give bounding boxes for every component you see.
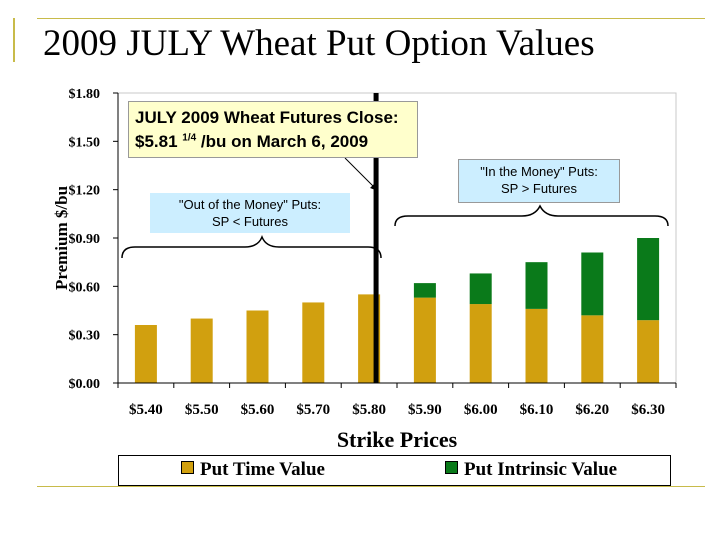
bar-intrinsic-value (637, 238, 660, 321)
x-tick-label: $6.10 (520, 402, 554, 418)
y-tick-label: $0.30 (69, 329, 101, 344)
otm-line2: SP < Futures (212, 214, 288, 229)
futures-close-price: $5.81 (135, 132, 178, 151)
legend-item-intrinsic-value: Put Intrinsic Value (445, 459, 617, 481)
bar-time-value (637, 320, 660, 383)
bar-intrinsic-value (413, 283, 436, 298)
itm-line1: "In the Money" Puts: (480, 164, 598, 179)
y-tick-label: $0.00 (69, 377, 101, 392)
x-tick-label: $5.90 (408, 402, 442, 418)
legend-label-intrinsic-value: Put Intrinsic Value (464, 459, 618, 480)
out-of-money-callout: "Out of the Money" Puts: SP < Futures (150, 193, 350, 233)
accent-vertical-line (13, 18, 15, 62)
itm-brace (394, 204, 669, 227)
bar-intrinsic-value (581, 252, 604, 316)
bar-time-value (134, 325, 157, 383)
slide-title: 2009 JULY Wheat Put Option Values (43, 23, 595, 64)
legend-label-time-value: Put Time Value (200, 459, 325, 480)
callout-arrow (344, 157, 376, 189)
futures-close-callout: JULY 2009 Wheat Futures Close: $5.81 1/4… (128, 101, 418, 158)
bar-time-value (246, 310, 269, 383)
futures-close-fraction: 1/4 (182, 132, 197, 144)
y-tick-label: $1.50 (69, 135, 101, 150)
in-the-money-callout: "In the Money" Puts: SP > Futures (458, 159, 620, 203)
chart-legend: Put Time Value Put Intrinsic Value (118, 455, 671, 486)
itm-line2: SP > Futures (501, 181, 577, 196)
x-tick-label: $6.30 (631, 402, 665, 418)
x-tick-label: $5.70 (296, 402, 330, 418)
x-tick-label: $5.40 (129, 402, 163, 418)
accent-top-line (37, 18, 705, 19)
futures-close-suffix: /bu on March 6, 2009 (200, 132, 369, 151)
otm-line1: "Out of the Money" Puts: (178, 197, 322, 212)
x-tick-label: $6.00 (464, 402, 498, 418)
futures-close-line1: JULY 2009 Wheat Futures Close: (135, 108, 399, 127)
legend-item-time-value: Put Time Value (181, 459, 325, 481)
x-tick-label: $5.60 (241, 402, 275, 418)
x-tick-label: $5.50 (185, 402, 219, 418)
y-tick-label: $0.90 (69, 232, 101, 247)
y-tick-label: $1.80 (69, 87, 101, 102)
bar-time-value (581, 315, 604, 383)
bar-time-value (190, 318, 213, 383)
bar-intrinsic-value (525, 262, 548, 309)
y-tick-label: $0.60 (69, 280, 101, 295)
x-tick-label: $6.20 (575, 402, 609, 418)
bar-time-value (469, 304, 492, 383)
callout-arrowhead (370, 183, 378, 191)
bar-time-value (413, 297, 436, 383)
bar-intrinsic-value (469, 273, 492, 305)
bar-time-value (302, 302, 325, 383)
y-axis-label: Premium $/bu (52, 186, 71, 290)
x-axis-label: Strike Prices (337, 427, 458, 452)
accent-bottom-line (37, 486, 705, 487)
legend-swatch-time-value (181, 461, 194, 474)
bar-time-value (525, 308, 548, 383)
y-tick-label: $1.20 (69, 184, 101, 199)
legend-swatch-intrinsic-value (445, 461, 458, 474)
x-tick-label: $5.80 (352, 402, 386, 418)
